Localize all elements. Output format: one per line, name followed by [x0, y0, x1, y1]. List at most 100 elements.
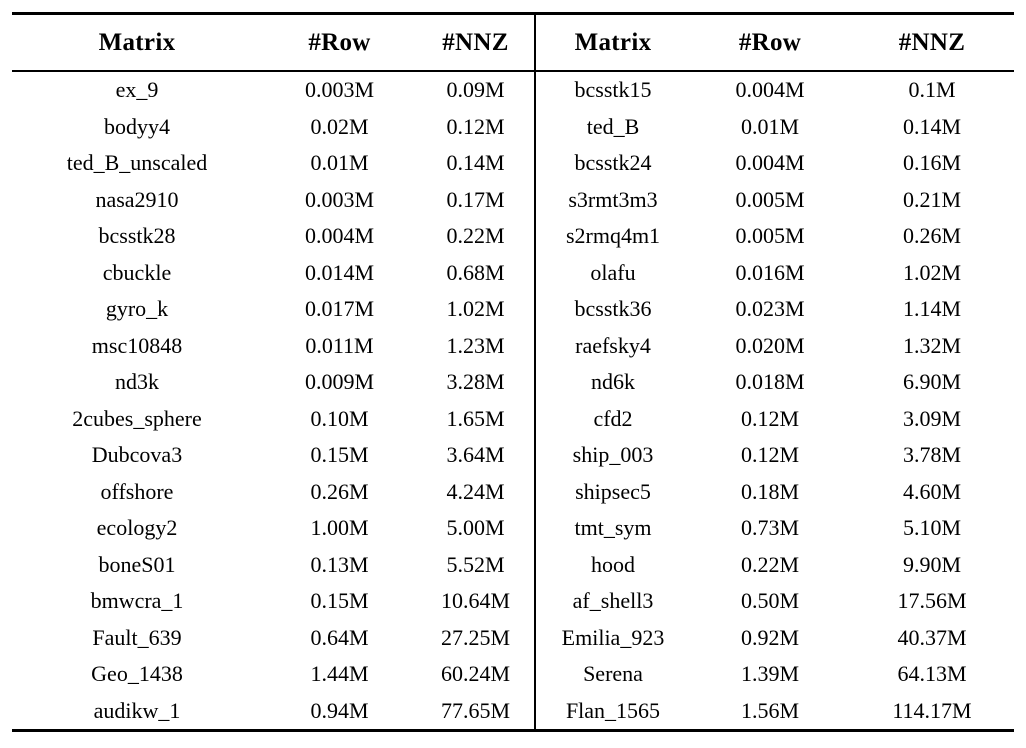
nnz-count-cell: 0.17M — [446, 186, 505, 212]
nnz-count-cell: 10.64M — [440, 588, 511, 614]
col-header-row-left: #Row — [262, 13, 417, 72]
row-count-cell: 0.01M — [310, 150, 369, 176]
matrix-dataset-table: Matrix #Row #NNZ Matrix #Row #NNZ ex_9 0… — [12, 12, 1014, 732]
matrix-name-cell: ted_B_unscaled — [66, 150, 208, 176]
table-row: ecology2 1.00M 5.00M tmt_sym 0.73M 5.10M — [12, 510, 1014, 547]
row-count-cell: 0.15M — [310, 442, 369, 468]
col-header-matrix-left: Matrix — [12, 13, 262, 72]
table-row: audikw_1 0.94M 77.65M Flan_1565 1.56M 11… — [12, 692, 1014, 731]
col-header-nnz-left: #NNZ — [417, 13, 535, 72]
row-count-cell: 0.011M — [305, 332, 374, 358]
nnz-count-cell: 77.65M — [440, 697, 511, 723]
matrix-name-cell: hood — [534, 546, 690, 583]
table-row: boneS01 0.13M 5.52M hood 0.22M 9.90M — [12, 546, 1014, 583]
row-count-cell: 0.009M — [304, 369, 375, 395]
table-row: nasa2910 0.003M 0.17M s3rmt3m3 0.005M 0.… — [12, 181, 1014, 218]
row-count-cell: 0.023M — [735, 296, 805, 322]
matrix-name-cell: ecology2 — [96, 515, 178, 541]
table-row: ex_9 0.003M 0.09M bcsstk15 0.004M 0.1M — [12, 71, 1014, 109]
matrix-name-cell: 2cubes_sphere — [72, 405, 202, 431]
matrix-name-cell: s2rmq4m1 — [534, 218, 690, 255]
matrix-name-cell: shipsec5 — [534, 473, 690, 510]
nnz-count-cell: 0.14M — [902, 113, 962, 139]
matrix-name-cell: ted_B — [534, 108, 690, 145]
row-count-cell: 0.016M — [735, 259, 805, 285]
nnz-count-cell: 64.13M — [897, 661, 967, 687]
nnz-count-cell: 0.26M — [902, 223, 962, 249]
table-row: bmwcra_1 0.15M 10.64M af_shell3 0.50M 17… — [12, 583, 1014, 620]
matrix-name-cell: gyro_k — [105, 296, 169, 322]
nnz-count-cell: 1.32M — [902, 332, 962, 358]
nnz-count-cell: 1.02M — [446, 296, 505, 322]
table-body: ex_9 0.003M 0.09M bcsstk15 0.004M 0.1M b… — [12, 71, 1014, 731]
nnz-count-cell: 9.90M — [902, 551, 962, 577]
row-count-cell: 0.018M — [735, 369, 805, 395]
table-row: bodyy4 0.02M 0.12M ted_B 0.01M 0.14M — [12, 108, 1014, 145]
matrix-name-cell: ship_003 — [534, 437, 690, 474]
row-count-cell: 0.020M — [735, 332, 805, 358]
nnz-count-cell: 17.56M — [897, 588, 967, 614]
matrix-name-cell: bcsstk36 — [534, 291, 690, 328]
row-count-cell: 1.56M — [740, 697, 800, 723]
row-count-cell: 0.73M — [740, 515, 800, 541]
table-row: Geo_1438 1.44M 60.24M Serena 1.39M 64.13… — [12, 656, 1014, 693]
row-count-cell: 1.00M — [310, 515, 369, 541]
row-count-cell: 0.003M — [304, 77, 375, 103]
nnz-count-cell: 5.10M — [902, 515, 962, 541]
nnz-count-cell: 4.24M — [446, 478, 505, 504]
matrix-name-cell: bcsstk28 — [98, 223, 176, 249]
nnz-count-cell: 0.68M — [446, 259, 505, 285]
nnz-count-cell: 4.60M — [902, 478, 962, 504]
nnz-count-cell: 0.22M — [446, 223, 505, 249]
nnz-count-cell: 40.37M — [897, 624, 967, 650]
header-row: Matrix #Row #NNZ Matrix #Row #NNZ — [12, 13, 1014, 72]
matrix-name-cell: nasa2910 — [95, 186, 179, 212]
row-count-cell: 0.92M — [740, 624, 800, 650]
table-row: msc10848 0.011M 1.23M raefsky4 0.020M 1.… — [12, 327, 1014, 364]
matrix-name-cell: msc10848 — [91, 332, 183, 358]
row-count-cell: 0.01M — [740, 113, 800, 139]
matrix-name-cell: cfd2 — [534, 400, 690, 437]
row-count-cell: 0.22M — [740, 551, 800, 577]
row-count-cell: 0.12M — [740, 405, 800, 431]
matrix-name-cell: boneS01 — [98, 551, 176, 577]
table-row: nd3k 0.009M 3.28M nd6k 0.018M 6.90M — [12, 364, 1014, 401]
nnz-count-cell: 6.90M — [902, 369, 962, 395]
col-header-matrix-right: Matrix — [534, 13, 690, 72]
nnz-count-cell: 0.14M — [446, 150, 505, 176]
nnz-count-cell: 5.00M — [446, 515, 505, 541]
row-count-cell: 0.12M — [740, 442, 800, 468]
nnz-count-cell: 5.52M — [446, 551, 505, 577]
nnz-count-cell: 60.24M — [440, 661, 511, 687]
nnz-count-cell: 0.16M — [902, 150, 962, 176]
nnz-count-cell: 3.64M — [446, 442, 505, 468]
matrix-name-cell: Serena — [534, 656, 690, 693]
table-row: cbuckle 0.014M 0.68M olafu 0.016M 1.02M — [12, 254, 1014, 291]
row-count-cell: 0.18M — [740, 478, 800, 504]
row-count-cell: 0.004M — [304, 223, 375, 249]
matrix-name-cell: bodyy4 — [104, 113, 170, 139]
row-count-cell: 0.003M — [304, 186, 375, 212]
matrix-name-cell: cbuckle — [102, 259, 172, 285]
nnz-count-cell: 3.09M — [902, 405, 962, 431]
matrix-name-cell: bcsstk24 — [534, 145, 690, 182]
table-row: Fault_639 0.64M 27.25M Emilia_923 0.92M … — [12, 619, 1014, 656]
nnz-count-cell: 3.78M — [902, 442, 962, 468]
row-count-cell: 0.64M — [310, 624, 369, 650]
row-count-cell: 0.13M — [310, 551, 369, 577]
col-header-row-right: #Row — [690, 13, 850, 72]
matrix-name-cell: s3rmt3m3 — [534, 181, 690, 218]
nnz-count-cell: 1.65M — [446, 405, 505, 431]
table-row: offshore 0.26M 4.24M shipsec5 0.18M 4.60… — [12, 473, 1014, 510]
nnz-count-cell: 1.14M — [902, 296, 962, 322]
matrix-name-cell: olafu — [534, 254, 690, 291]
row-count-cell: 0.02M — [310, 113, 369, 139]
row-count-cell: 0.10M — [310, 405, 369, 431]
matrix-name-cell: af_shell3 — [534, 583, 690, 620]
row-count-cell: 0.005M — [735, 186, 805, 212]
matrix-name-cell: ex_9 — [115, 77, 159, 103]
row-count-cell: 0.26M — [310, 478, 369, 504]
table-row: bcsstk28 0.004M 0.22M s2rmq4m1 0.005M 0.… — [12, 218, 1014, 255]
matrix-name-cell: Flan_1565 — [534, 692, 690, 731]
